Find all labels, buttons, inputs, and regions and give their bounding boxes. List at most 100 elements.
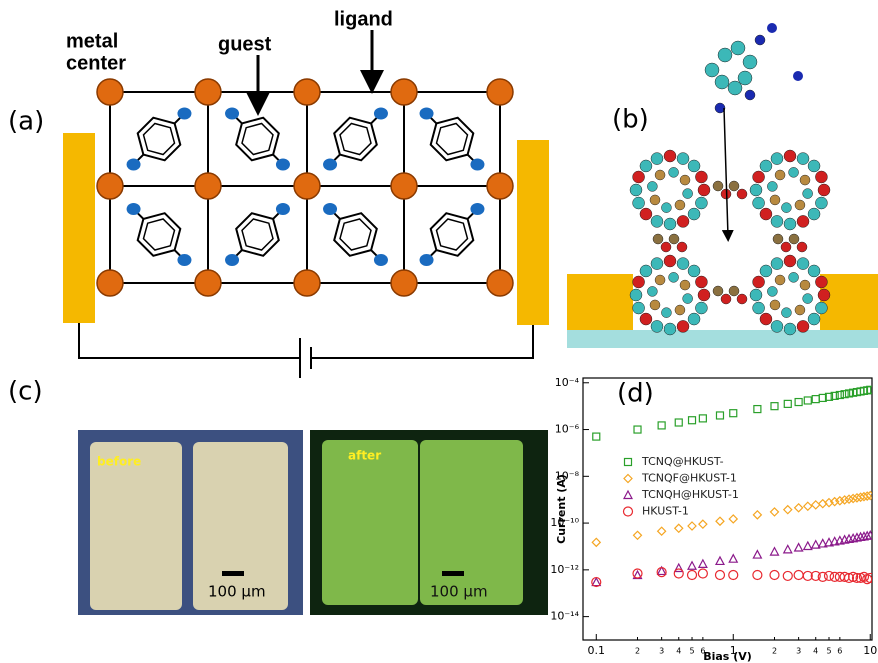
data-point — [592, 538, 600, 546]
metal-node — [487, 79, 513, 105]
atom — [760, 208, 772, 220]
data-point — [658, 527, 666, 535]
data-point — [795, 504, 803, 512]
atom — [713, 181, 723, 191]
atom — [771, 215, 783, 227]
atom — [651, 320, 663, 332]
x-tick-label: 3 — [659, 647, 664, 656]
data-point — [689, 417, 696, 424]
ligand-end — [323, 203, 337, 215]
panel-label: (c) — [8, 377, 43, 407]
electrode — [567, 274, 633, 330]
micrograph-label: after — [348, 449, 381, 463]
atom — [815, 302, 827, 314]
atom — [728, 81, 742, 95]
atom — [800, 175, 810, 185]
arrow — [724, 108, 728, 236]
atom — [680, 280, 690, 290]
ligand-end — [323, 158, 337, 170]
ligand-end — [420, 254, 434, 266]
annotation: metal — [66, 30, 118, 52]
data-point — [753, 551, 761, 559]
page: (a) metal center guest ligand (b) (c) (d… — [0, 0, 878, 663]
scale-label: 100 μm — [208, 583, 266, 601]
data-point — [794, 571, 803, 580]
annotation: center — [66, 52, 126, 74]
atom — [743, 55, 757, 69]
atom — [745, 90, 755, 100]
data-point — [770, 571, 779, 580]
data-point — [729, 555, 737, 563]
atom — [803, 189, 813, 199]
atom — [683, 294, 693, 304]
data-point — [866, 573, 875, 582]
atom — [688, 160, 700, 172]
panel-label: (b) — [612, 105, 649, 135]
ligand-end — [374, 108, 388, 120]
electrode — [820, 274, 878, 330]
ligand-end — [225, 254, 239, 266]
atom — [767, 181, 777, 191]
atom — [793, 71, 803, 81]
atom — [677, 215, 689, 227]
electrode — [63, 133, 95, 323]
data-point — [783, 571, 792, 580]
data-point — [754, 406, 761, 413]
metal-node — [195, 270, 221, 296]
scale-label: 100 μm — [430, 583, 488, 601]
annotation: guest — [218, 33, 272, 55]
atom — [664, 255, 676, 267]
data-point — [715, 571, 724, 580]
atom — [781, 308, 791, 318]
layout — [63, 23, 878, 615]
atom — [688, 208, 700, 220]
ligand-end — [374, 254, 388, 266]
atom — [633, 276, 645, 288]
panel-label: (d) — [617, 379, 654, 409]
atom — [818, 289, 830, 301]
atom — [797, 258, 809, 270]
atom — [661, 203, 671, 213]
atom — [698, 289, 710, 301]
atom — [661, 308, 671, 318]
atom — [808, 208, 820, 220]
data-point — [699, 520, 707, 528]
atom — [784, 323, 796, 335]
data-point — [804, 542, 812, 550]
data-point — [753, 571, 762, 580]
ligand-end — [470, 203, 484, 215]
y-tick-label: 10⁻¹² — [550, 563, 579, 576]
metal-node — [294, 173, 320, 199]
scale-bar — [222, 571, 244, 576]
legend-label: TCNQH@HKUST-1 — [641, 488, 739, 501]
metal-node — [391, 79, 417, 105]
atom — [655, 170, 665, 180]
metal-node — [487, 270, 513, 296]
x-tick-label: 0.1 — [588, 644, 606, 657]
x-axis-title: Bias (V) — [703, 650, 752, 663]
substrate — [567, 330, 878, 348]
atom — [661, 242, 671, 252]
x-tick-label: 5 — [826, 647, 831, 656]
atom — [651, 258, 663, 270]
ligand-end — [127, 158, 141, 170]
atom — [773, 234, 783, 244]
atom — [647, 181, 657, 191]
y-tick-label: 10⁻¹⁴ — [550, 610, 579, 623]
data-point — [729, 515, 737, 523]
atom — [784, 218, 796, 230]
atom — [695, 276, 707, 288]
atom — [753, 171, 765, 183]
atom — [650, 300, 660, 310]
metal-node — [97, 79, 123, 105]
data-point — [753, 511, 761, 519]
atom — [753, 276, 765, 288]
atom — [789, 167, 799, 177]
data-point — [795, 399, 802, 406]
data-point — [674, 569, 683, 578]
figure: (a) metal center guest ligand (b) (c) (d… — [0, 0, 878, 663]
micrograph-label: before — [97, 455, 141, 469]
atom — [675, 305, 685, 315]
metal-node — [195, 79, 221, 105]
legend-label: TCNQ@HKUST- — [641, 455, 724, 468]
